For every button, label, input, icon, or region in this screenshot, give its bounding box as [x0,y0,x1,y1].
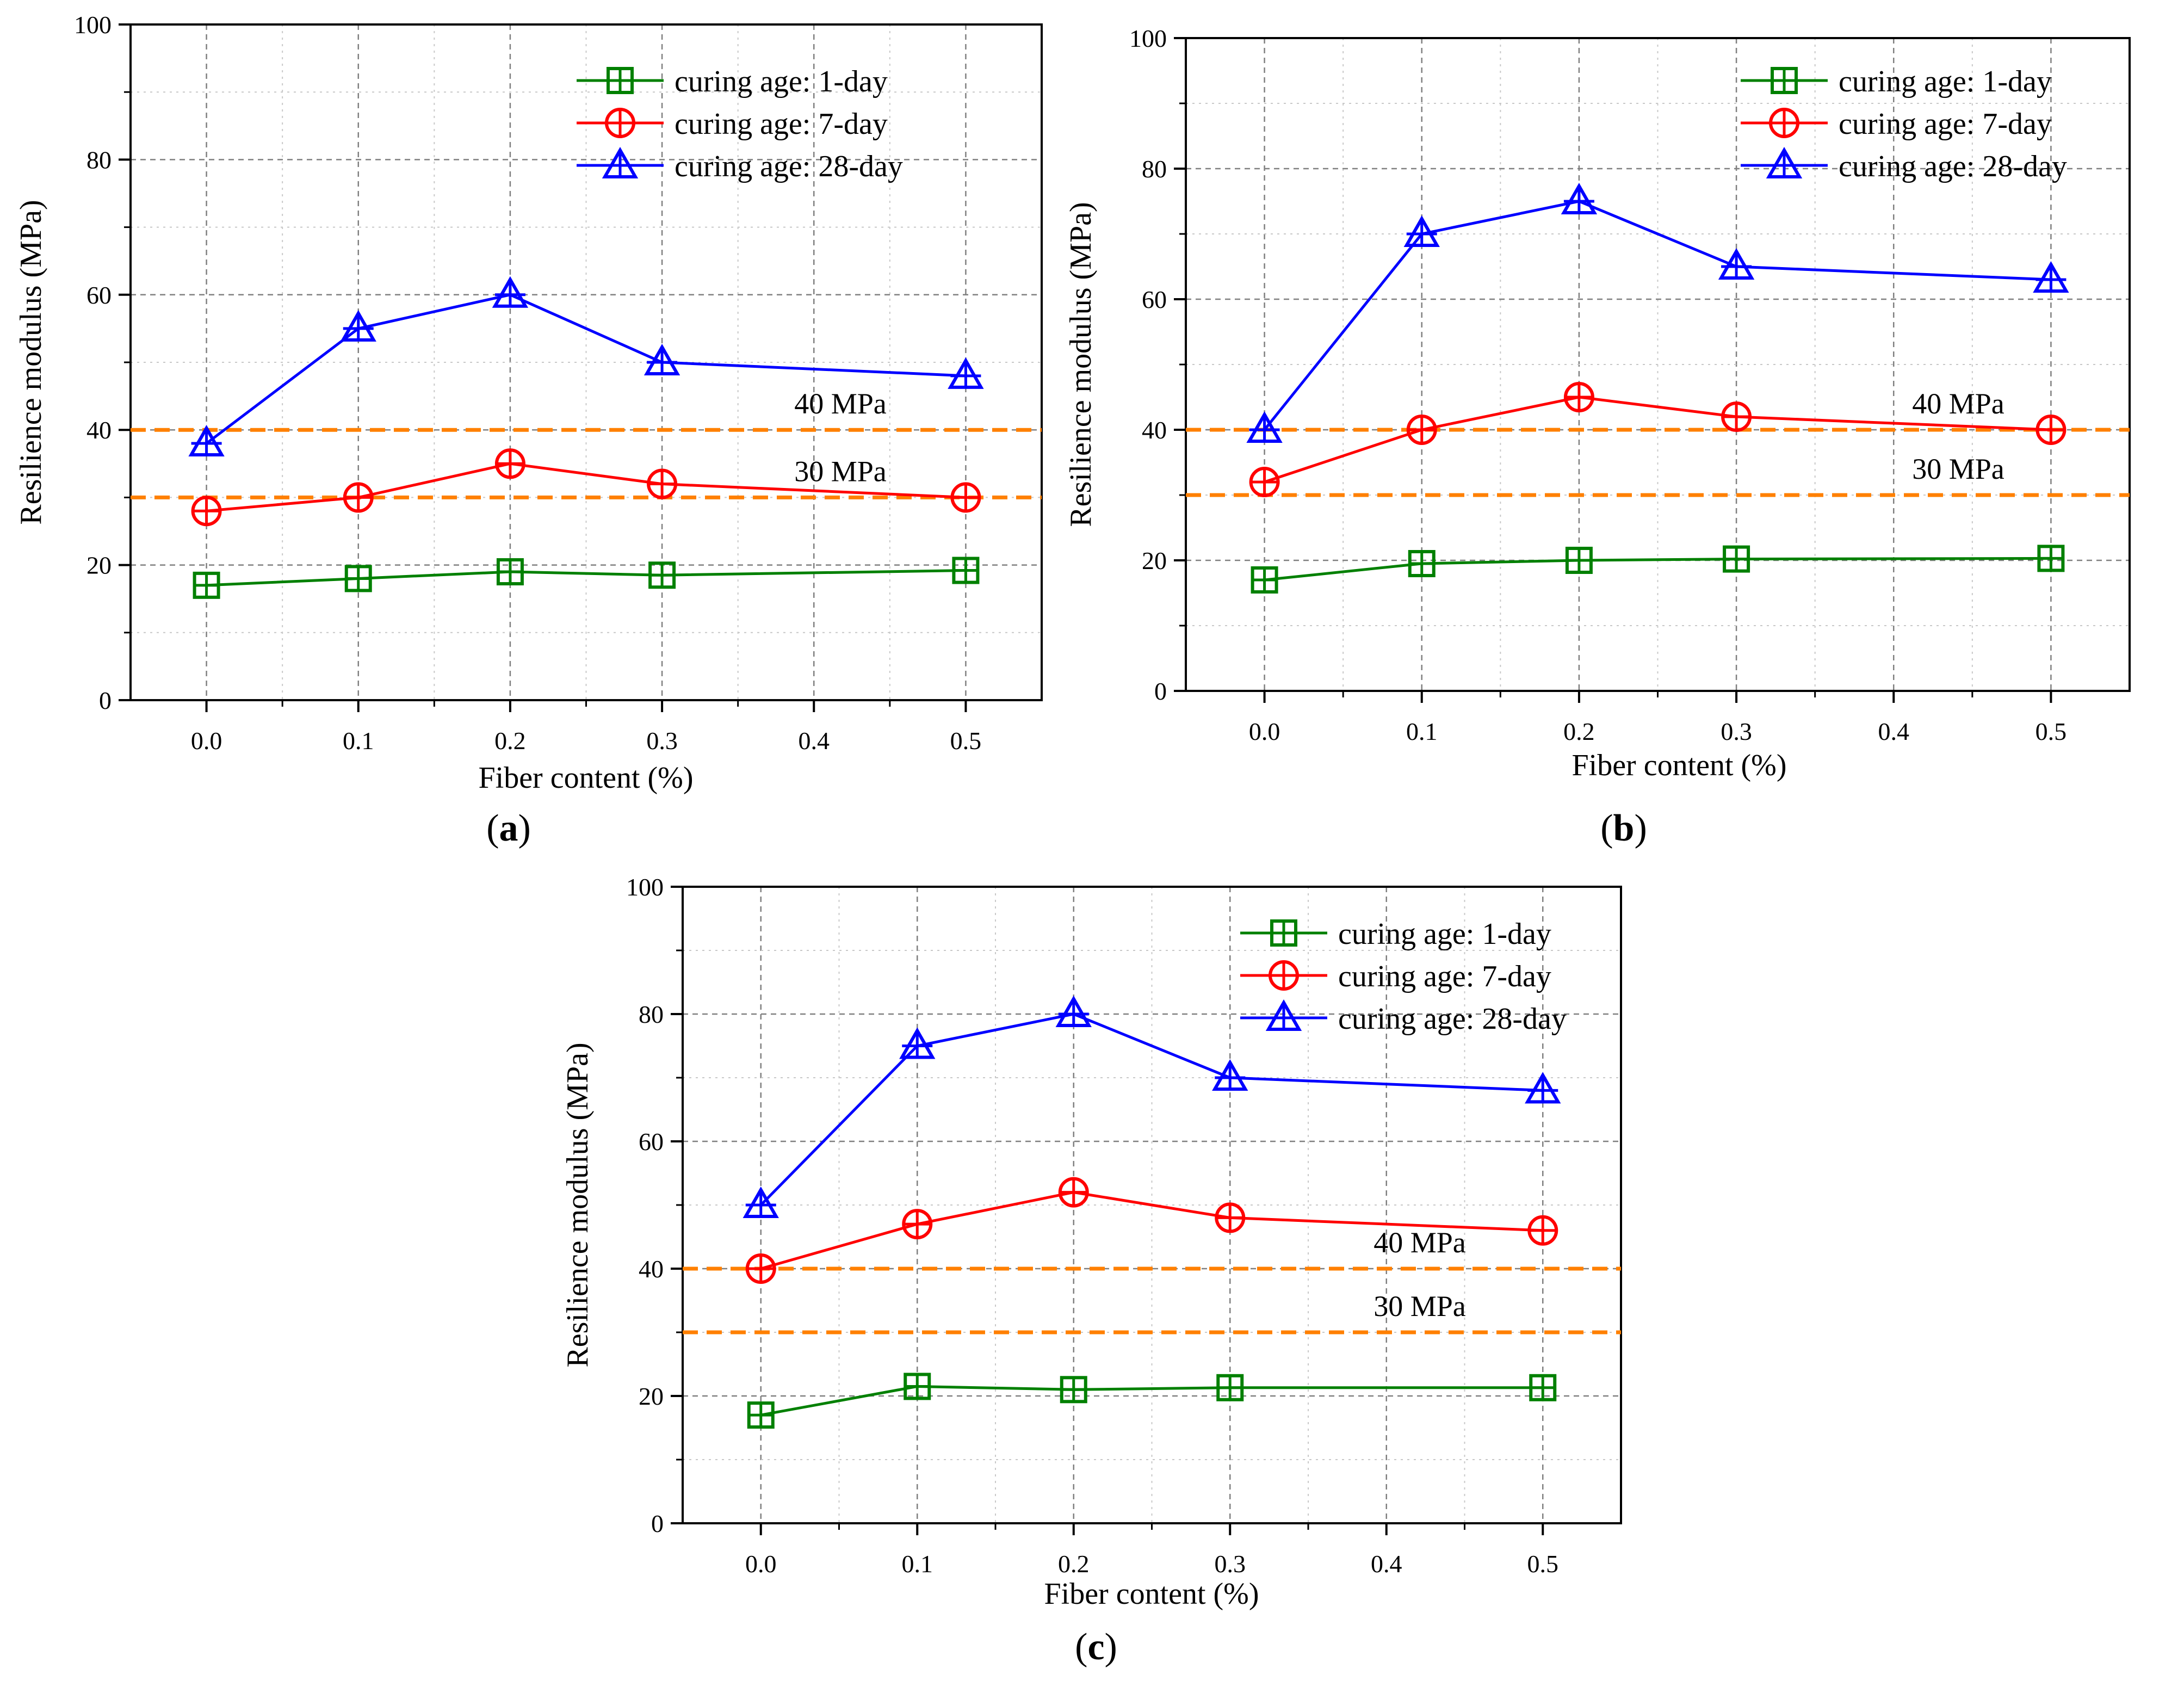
x-tick-label: 0.5 [2035,718,2067,745]
reference-label: 30 MPa [794,455,887,487]
legend-label: curing age: 1-day [1839,65,2052,98]
panel-label-open: ( [486,807,499,849]
reference-label: 40 MPa [1373,1226,1466,1259]
panel-label: (c) [1075,1626,1117,1668]
x-tick-label: 0.2 [494,727,526,755]
panel-label-open: ( [1600,807,1613,849]
y-tick-label: 0 [99,687,112,714]
x-tick-label: 0.1 [902,1550,933,1578]
legend-label: curing age: 28-day [1839,150,2067,183]
x-tick-label: 0.4 [799,727,830,755]
y-tick-label: 80 [1142,155,1167,183]
y-axis-label: Resilience modulus (MPa) [1064,202,1098,527]
series-line-3 [206,293,966,445]
panel-label-close: ) [518,807,531,849]
plot-frame [129,23,1043,701]
panel-label-letter: c [1087,1626,1104,1668]
chart-panel-b: 0.0 0.1 0.2 0.3 0.4 0.5 0 20 40 60 80 100 Fiber cont… [1064,24,2131,849]
reference-label: 30 MPa [1912,453,2004,485]
x-tick-label: 0.3 [646,727,678,755]
y-tick-label: 40 [86,416,112,444]
y-tick-label: 20 [639,1382,664,1410]
y-tick-label: 100 [626,873,664,901]
y-tick-label: 40 [1142,416,1167,444]
y-axis-label: Resilience modulus (MPa) [561,1042,595,1367]
reference-label: 40 MPa [1912,387,2004,420]
legend: curing age: 1-day curing age: 7-day curing… [1240,917,1567,1036]
panel-label-close: ) [1634,807,1647,849]
legend-label: curing age: 7-day [1839,107,2052,141]
x-tick-label: 0.0 [191,727,222,755]
y-tick-label: 0 [1154,677,1167,705]
y-tick-label: 20 [1142,547,1167,574]
x-tick-label: 0.5 [950,727,982,755]
legend-label: curing age: 28-day [1338,1002,1567,1036]
panel-label-letter: a [499,807,518,849]
x-tick-label: 0.4 [1371,1550,1402,1578]
y-tick-label: 40 [639,1255,664,1283]
chart-panel-a: 0.0 0.1 0.2 0.3 0.4 0.5 0 20 40 60 80 100 Fiber cont… [14,11,1043,849]
legend: curing age: 1-day curing age: 7-day curing… [1741,65,2067,183]
legend-label: curing age: 7-day [1338,960,1551,993]
x-tick-label: 0.4 [1878,718,1910,745]
y-tick-label: 80 [639,1000,664,1028]
legend-label: curing age: 28-day [675,150,903,183]
x-tick-label: 0.5 [1527,1550,1559,1578]
y-tick-label: 100 [74,11,112,39]
y-tick-label: 60 [1142,286,1167,313]
x-tick-label: 0.2 [1058,1550,1090,1578]
x-tick-label: 0.2 [1563,718,1595,745]
grid [131,23,1042,701]
x-axis-label: Fiber content (%) [1572,749,1787,782]
reference-label: 40 MPa [794,387,887,420]
y-tick-label: 60 [86,281,112,309]
y-tick-label: 80 [86,146,112,174]
legend-label: curing age: 7-day [675,107,888,141]
legend-label: curing age: 1-day [675,65,888,98]
x-tick-label: 0.1 [1406,718,1438,745]
x-axis-label: Fiber content (%) [1044,1577,1259,1611]
y-axis-label: Resilience modulus (MPa) [14,200,48,524]
y-tick-label: 0 [651,1510,664,1537]
panel-label-open: ( [1075,1626,1087,1668]
x-tick-label: 0.1 [343,727,374,755]
y-tick-label: 60 [639,1128,664,1156]
reference-label: 30 MPa [1373,1290,1466,1323]
panel-label: (a) [486,807,531,849]
panel-label-close: ) [1105,1626,1117,1668]
legend: curing age: 1-day curing age: 7-day curing… [577,65,903,183]
series-line-1 [206,569,966,587]
y-tick-label: 20 [86,552,112,579]
x-tick-label: 0.3 [1721,718,1752,745]
x-tick-label: 0.3 [1215,1550,1246,1578]
x-tick-label: 0.0 [745,1550,777,1578]
chart-panel-c: 0.0 0.1 0.2 0.3 0.4 0.5 0 20 40 60 80 100 Fiber cont… [561,873,1622,1668]
panel-label-letter: b [1613,807,1635,849]
y-tick-label: 100 [1129,24,1167,52]
x-tick-label: 0.0 [1249,718,1280,745]
x-axis-label: Fiber content (%) [479,761,694,795]
legend-label: curing age: 1-day [1338,917,1551,951]
panel-label: (b) [1600,807,1647,849]
